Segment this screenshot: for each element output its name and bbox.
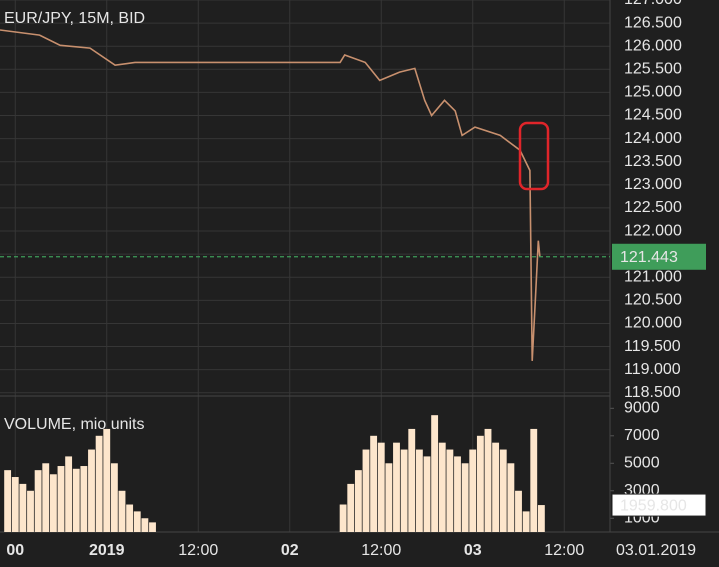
volume-bar [438, 442, 446, 532]
y-tick-label: 123.500 [624, 153, 682, 170]
date-label: 03.01.2019 [616, 542, 696, 559]
last-volume-box [611, 493, 707, 517]
volume-bar [126, 504, 134, 532]
volume-bar [431, 415, 439, 532]
volume-bar [110, 463, 118, 532]
y-tick-label: 121.000 [624, 268, 682, 285]
volume-bar [354, 470, 362, 532]
y-tick-label: 125.000 [624, 84, 682, 101]
y-tick-label: 126.000 [624, 37, 682, 54]
volume-bar [57, 466, 65, 532]
volume-bar [522, 511, 530, 532]
y-tick-label: 118.500 [624, 384, 681, 401]
volume-bar [537, 505, 545, 532]
marks [0, 29, 610, 532]
last-price-box [612, 243, 706, 270]
volume-bar [95, 435, 103, 532]
volume-bar [149, 522, 156, 532]
volume-bar [27, 490, 34, 532]
volume-bar [507, 463, 515, 532]
volume-bar [347, 483, 355, 532]
volume-bar [400, 449, 408, 532]
volume-bar [141, 518, 149, 532]
last-volume-label: 1959.800 [620, 497, 687, 514]
volume-bar [80, 466, 88, 532]
volume-bar [34, 470, 42, 532]
y-tick-label: 127.000 [624, 0, 682, 8]
volume-bar [339, 504, 347, 532]
y-tick-label: 124.500 [624, 107, 682, 124]
x-tick-label: 12:00 [178, 542, 218, 559]
volume-bar [49, 474, 57, 532]
volume-bar [461, 463, 469, 532]
y-tick-label: 119.000 [624, 361, 681, 378]
volume-bar [408, 428, 416, 532]
volume-bar [415, 449, 423, 532]
volume-bar [103, 428, 111, 532]
volume-bar [370, 435, 378, 532]
volume-bar [393, 442, 400, 532]
volume-bar [484, 428, 492, 532]
volume-bar [19, 483, 27, 532]
last-price-label: 121.443 [620, 249, 678, 266]
y-tick-label: 120.000 [624, 315, 682, 332]
highlight-box [518, 121, 550, 191]
volume-bar [469, 449, 477, 532]
volume-bar [423, 456, 431, 532]
y-tick-label: 122.000 [624, 222, 682, 239]
volume-bar [362, 449, 370, 532]
price-line [0, 29, 541, 361]
y-tick-label: 9000 [624, 400, 660, 417]
y-tick-label: 119.500 [624, 338, 681, 355]
x-tick-label: 12:00 [361, 542, 401, 559]
x-tick-label: 03 [464, 542, 482, 559]
y-tick-label: 123.000 [624, 176, 682, 193]
volume-bar [377, 442, 385, 532]
volume-bar [476, 435, 484, 532]
volume-bar [42, 463, 50, 532]
volume-bar [133, 511, 141, 532]
volume-bar [499, 449, 507, 532]
volume-bar [65, 456, 73, 532]
y-tick-label: 126.500 [624, 14, 682, 31]
grid-layer [0, 0, 614, 532]
volume-bar [454, 456, 461, 532]
volume-bar [530, 428, 538, 532]
y-tick-label: 124.000 [624, 130, 682, 147]
volume-bar [118, 490, 126, 532]
y-tick-label: 5000 [624, 455, 660, 472]
volume-bar [88, 449, 95, 532]
x-tick-label: 02 [281, 542, 299, 559]
y-tick-label: 122.500 [624, 199, 682, 216]
x-tick-label: 00 [6, 542, 24, 559]
volume-bar [515, 490, 522, 532]
volume-bar [385, 463, 393, 532]
y-tick-label: 125.500 [624, 61, 682, 78]
x-tick-label: 2019 [89, 542, 125, 559]
y-tick-label: 120.500 [624, 292, 682, 309]
volume-bar [492, 442, 500, 532]
volume-bar [446, 449, 454, 532]
volume-bar [4, 470, 12, 532]
x-tick-label: 12:00 [544, 542, 584, 559]
y-tick-label: 7000 [624, 427, 660, 444]
chart-title: EUR/JPY, 15M, BID [4, 10, 145, 27]
volume-bar [72, 468, 80, 532]
volume-bar [11, 477, 19, 532]
volume-title: VOLUME, mio units [4, 416, 144, 433]
